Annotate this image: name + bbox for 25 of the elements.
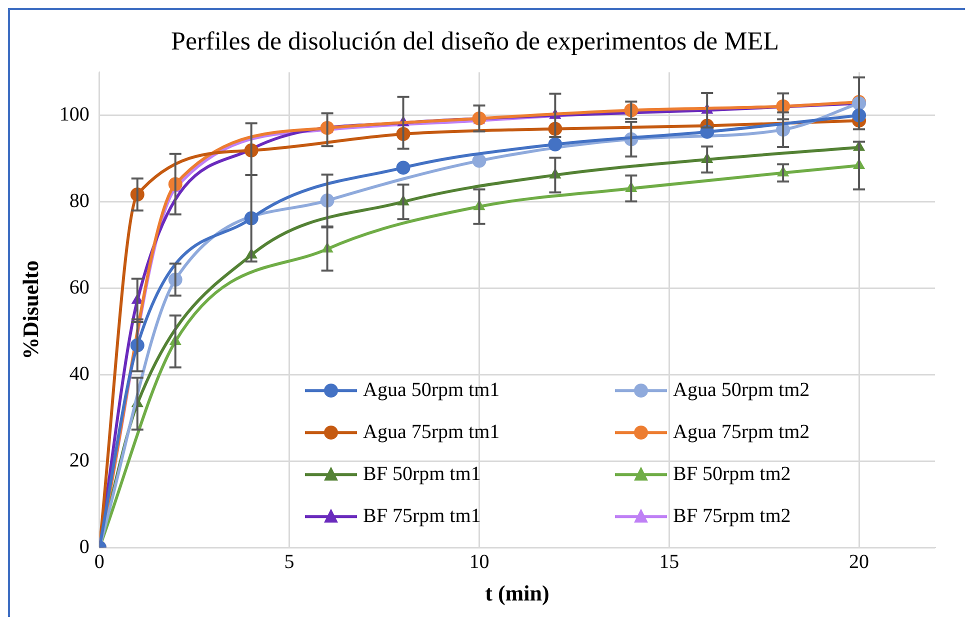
x-tick-label: 5 <box>284 550 294 573</box>
y-axis-title: %Disuelto <box>18 260 43 360</box>
x-tick-label: 0 <box>94 550 104 573</box>
legend-label: BF 50rpm tm2 <box>673 462 791 485</box>
x-tick-label: 20 <box>849 550 870 573</box>
y-tick-label: 80 <box>69 190 90 212</box>
point <box>548 137 562 152</box>
y-tick-label: 60 <box>69 276 90 299</box>
legend-label: Agua 75rpm tm2 <box>673 420 810 443</box>
legend-label: Agua 75rpm tm1 <box>363 420 500 443</box>
chart-title: Perfiles de disolución del diseño de experimentos de MEL <box>171 26 779 56</box>
legend-label: Agua 50rpm tm1 <box>363 378 500 401</box>
y-tick-label: 40 <box>69 362 90 385</box>
y-tick-label: 100 <box>59 104 90 126</box>
y-tick-label: 20 <box>69 449 90 472</box>
legend-label: BF 75rpm tm1 <box>363 504 481 527</box>
legend-label: BF 75rpm tm2 <box>673 504 791 527</box>
y-tick-label: 0 <box>79 536 90 558</box>
legend-label: BF 50rpm tm1 <box>363 462 481 485</box>
x-tick-label: 10 <box>469 550 490 573</box>
x-axis-title: t (min) <box>485 580 550 606</box>
x-tick-label: 15 <box>659 550 680 573</box>
point <box>472 154 486 168</box>
legend-label: Agua 50rpm tm2 <box>673 378 810 401</box>
point <box>396 160 410 175</box>
